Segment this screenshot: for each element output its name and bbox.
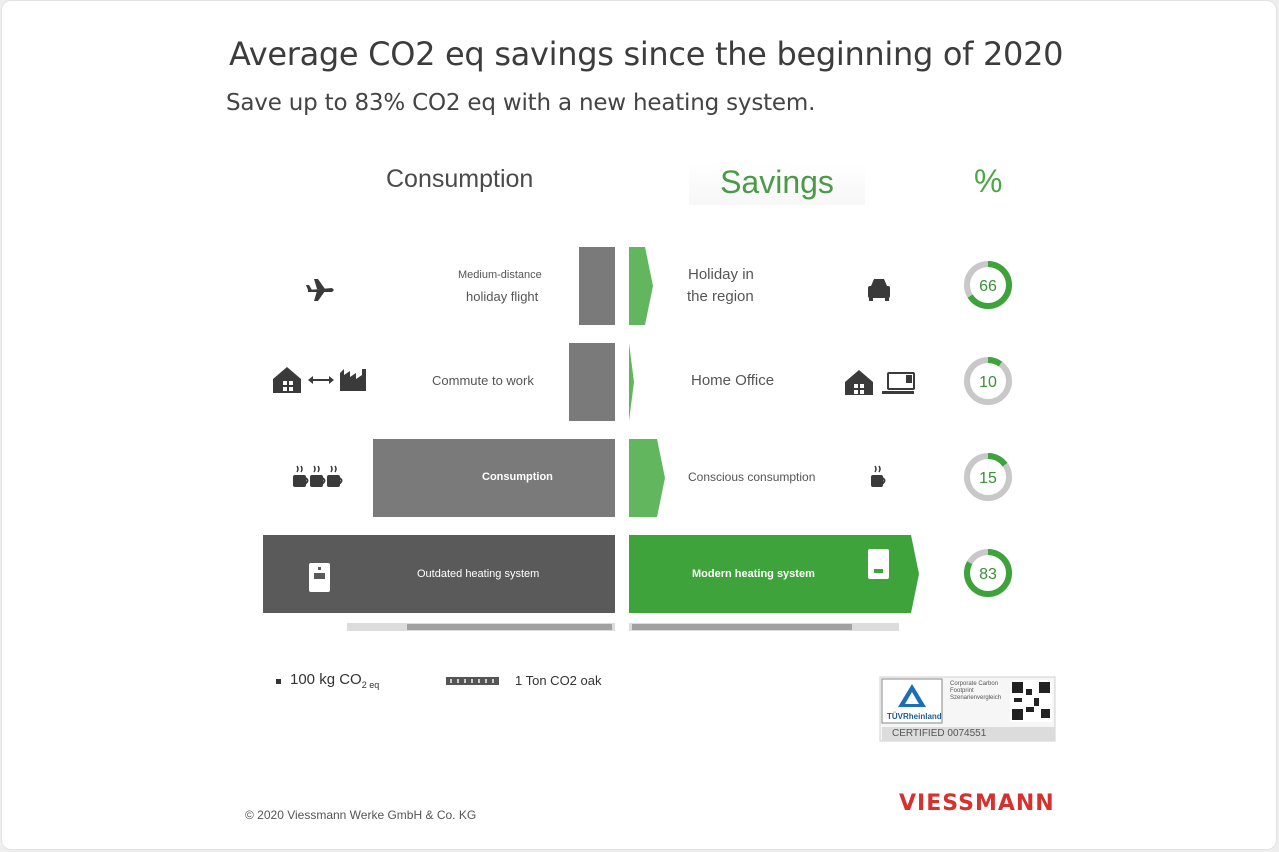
savings-bar bbox=[629, 535, 919, 613]
row1-consumption-label-line1: Medium-distance bbox=[458, 269, 542, 281]
boiler-icon-left bbox=[309, 563, 330, 592]
consumption-bar bbox=[373, 439, 615, 517]
row3-consumption-label: Consumption bbox=[482, 471, 553, 483]
cup-icon bbox=[871, 465, 886, 487]
row1-savings-label-line2: the region bbox=[687, 288, 754, 305]
consumption-header: Consumption bbox=[386, 165, 534, 193]
boiler-icon-right bbox=[868, 549, 889, 579]
legend-unit-square bbox=[276, 679, 281, 684]
legend-unit-main: 100 kg CO bbox=[290, 671, 362, 688]
page-subtitle: Save up to 83% CO2 eq with a new heating… bbox=[226, 90, 816, 116]
savings-header: Savings bbox=[689, 161, 865, 205]
percent-ring-fill bbox=[964, 357, 1012, 405]
legend-unit-label: 100 kg CO2 eq bbox=[290, 671, 379, 690]
savings-bar bbox=[629, 247, 653, 325]
tuv-certificate bbox=[879, 676, 1056, 742]
percent-header: % bbox=[974, 163, 1003, 199]
percent-value: 15 bbox=[979, 470, 997, 487]
three-cups-icon bbox=[293, 465, 343, 487]
home-office-icon bbox=[845, 370, 915, 395]
copyright: © 2020 Viessmann Werke GmbH & Co. KG bbox=[245, 808, 477, 822]
cert-line1: Corporate Carbon bbox=[950, 681, 999, 687]
house-to-factory-icon bbox=[273, 367, 366, 393]
page-title: Average CO2 eq savings since the beginni… bbox=[229, 35, 1064, 73]
row3-savings-label: Conscious consumption bbox=[688, 470, 816, 484]
row1-savings-label-line1: Holiday in bbox=[688, 266, 754, 283]
row4-savings-label: Modern heating system bbox=[692, 568, 815, 580]
viessmann-logo: VIESSMANN bbox=[899, 791, 1055, 816]
percent-ring-fill bbox=[964, 549, 1012, 597]
percent-ring-fill bbox=[964, 261, 1012, 309]
cert-line3: Szenarienvergleich bbox=[950, 695, 1002, 701]
percent-ring-fill bbox=[964, 453, 1012, 501]
row1-consumption-label-line2: holiday flight bbox=[466, 289, 539, 304]
row2-savings-label: Home Office bbox=[691, 372, 775, 389]
airplane-icon bbox=[306, 279, 334, 301]
cert-brand: TÜVRheinland bbox=[887, 712, 942, 721]
tree-band bbox=[347, 623, 899, 631]
consumption-bar bbox=[579, 247, 615, 325]
savings-bar bbox=[629, 343, 634, 421]
percent-value: 83 bbox=[979, 566, 997, 583]
row4-consumption-label: Outdated heating system bbox=[417, 568, 540, 580]
car-icon bbox=[868, 279, 890, 301]
percent-value: 10 bbox=[979, 374, 997, 391]
percent-value: 66 bbox=[979, 278, 997, 295]
legend-tree-label: 1 Ton CO2 oak bbox=[515, 673, 602, 688]
legend-unit-sub: 2 eq bbox=[361, 680, 380, 690]
row2-consumption-label: Commute to work bbox=[432, 373, 534, 388]
legend-tree-mark bbox=[446, 677, 499, 685]
cert-line2: Footprint bbox=[950, 688, 974, 694]
savings-bar bbox=[629, 439, 665, 517]
cert-id: CERTIFIED 0074551 bbox=[892, 728, 987, 739]
consumption-bar bbox=[569, 343, 615, 421]
